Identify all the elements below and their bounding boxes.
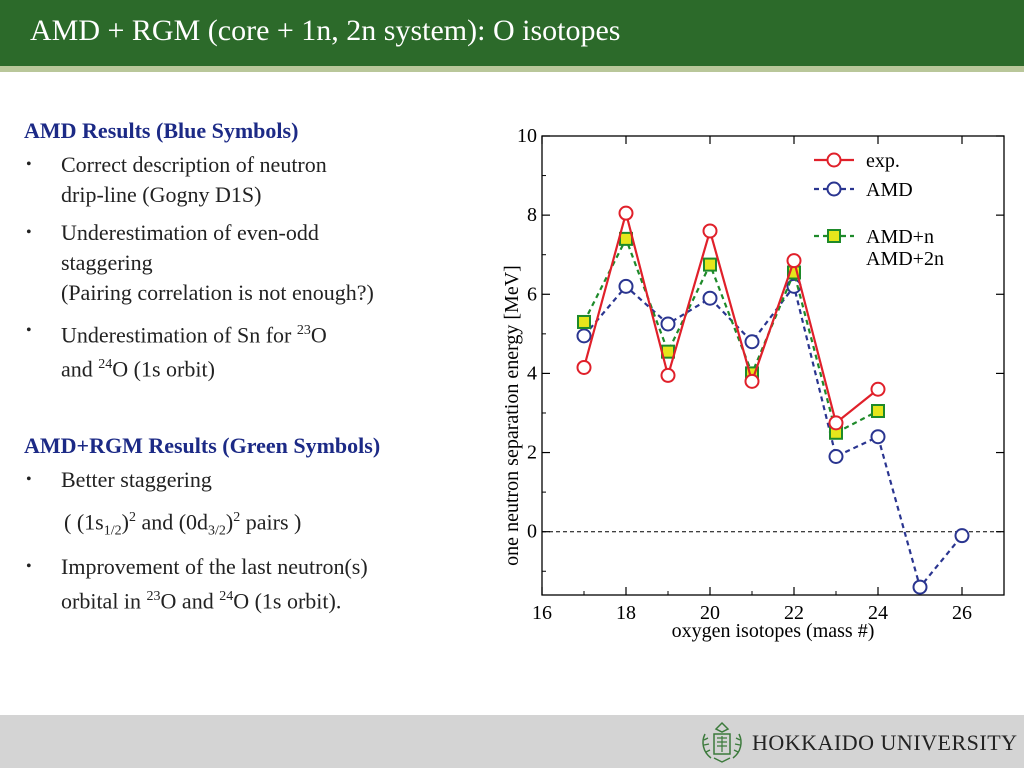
bullet-dot: • [26, 156, 32, 173]
legend-marker [826, 181, 842, 197]
x-tick-label: 16 [532, 602, 552, 624]
bullet-item: • Underestimation of Sn for 23O and 24O … [24, 316, 494, 385]
text-run: and (0d [135, 508, 209, 534]
bullet-text: orbital in 23O and 24O (1s orbit). [61, 582, 494, 616]
pairs-line: ( (1s1/2)2 and (0d3/2)2 pairs ) [24, 503, 494, 547]
x-tick-label: 22 [784, 602, 804, 624]
bullet-text: Improvement of the last neutron(s) [61, 554, 368, 580]
text-run: O (1s orbit) [112, 356, 215, 382]
legend-label: exp. [866, 150, 900, 172]
data-point [828, 415, 844, 431]
bullet-item: • Better staggering [24, 465, 494, 495]
superscript: 2 [128, 509, 136, 525]
subscript: 3/2 [208, 523, 226, 539]
y-tick-label: 2 [527, 442, 537, 464]
data-point [870, 381, 886, 397]
superscript: 24 [98, 357, 113, 373]
bullet-dot: • [26, 558, 32, 576]
subscript: 1/2 [103, 523, 122, 539]
data-point [702, 290, 718, 306]
y-tick-label: 4 [527, 362, 537, 384]
superscript: 23 [296, 323, 311, 338]
series-line [582, 208, 879, 425]
header-divider [0, 66, 1024, 72]
data-point [744, 334, 760, 350]
amd-results-heading: AMD Results (Blue Symbols) [24, 118, 299, 143]
x-tick-label: 20 [700, 602, 720, 624]
text-run: orbital in [61, 588, 147, 614]
text-run: O (1s orbit). [233, 588, 342, 614]
data-point [576, 328, 592, 344]
bullet-item: • Improvement of the last neutron(s) orb… [24, 552, 494, 616]
bullet-item: • Correct description of neutron drip-li… [24, 150, 494, 210]
bullet-dot: • [26, 470, 32, 488]
legend-label: AMD+n [866, 226, 934, 248]
data-point [828, 449, 844, 465]
legend-label: AMD+2n [866, 248, 944, 270]
data-point [912, 579, 928, 595]
data-point [871, 404, 885, 419]
data-point [618, 278, 634, 294]
series-line [583, 283, 963, 590]
text-run: Underestimation of Sn for [61, 322, 297, 348]
data-point [618, 205, 634, 221]
data-point [870, 429, 886, 445]
data-point [577, 314, 591, 329]
data-point [744, 373, 760, 389]
university-crest-icon [702, 721, 742, 763]
data-point [576, 359, 592, 375]
text-run: O and [160, 588, 220, 614]
y-tick-label: 10 [517, 125, 537, 147]
x-axis-label: oxygen isotopes (mass #) [672, 620, 875, 642]
y-axis-label: one neutron separation energy [MeV] [501, 265, 523, 566]
text-run: ) [225, 508, 234, 534]
legend-label: AMD [866, 179, 913, 201]
data-point [786, 253, 802, 269]
text-run: and [61, 356, 99, 382]
x-tick-label: 18 [616, 602, 636, 624]
header-bar: AMD + RGM (core + 1n, 2n system): O isot… [0, 0, 1024, 66]
bullet-text: drip-line (Gogny D1S) [61, 182, 262, 207]
superscript: 23 [146, 589, 161, 605]
text-run: pairs ) [240, 508, 302, 534]
x-tick-label: 24 [868, 602, 888, 624]
footer-bar [0, 715, 1024, 768]
data-point [660, 367, 676, 383]
slide-title: AMD + RGM (core + 1n, 2n system): O isot… [30, 14, 621, 47]
text-run: ( (1s [64, 508, 104, 534]
bullet-text: (Pairing correlation is not enough?) [61, 280, 374, 305]
bullet-item: • Underestimation of even-odd staggering… [24, 218, 494, 308]
data-point [660, 316, 676, 332]
superscript: 24 [219, 589, 234, 605]
data-point [703, 257, 717, 272]
y-tick-label: 6 [527, 283, 537, 305]
superscript: 2 [233, 509, 241, 525]
amd-rgm-results-heading: AMD+RGM Results (Green Symbols) [24, 432, 381, 458]
series-line [583, 236, 879, 435]
bullet-text: Underestimation of even-odd [61, 220, 319, 245]
data-point [619, 231, 633, 246]
text-run: ) [121, 508, 129, 534]
bullet-dot: • [26, 224, 32, 241]
text-column: AMD Results (Blue Symbols) • Correct des… [24, 116, 494, 625]
university-name: HOKKAIDO UNIVERSITY [752, 730, 1018, 755]
legend-marker [827, 229, 841, 243]
bullet-text: Better staggering [61, 466, 212, 492]
bullet-text: Correct description of neutron [61, 152, 327, 177]
y-tick-label: 0 [527, 521, 537, 543]
bullet-dot: • [26, 322, 32, 339]
x-tick-label: 26 [952, 602, 972, 624]
bullet-text: and 24O (1s orbit) [61, 350, 494, 384]
bullet-text: Underestimation of Sn for 23O [61, 316, 494, 350]
data-point [954, 528, 970, 544]
y-tick-label: 8 [527, 204, 537, 226]
text-run: O [310, 322, 327, 348]
data-point [702, 223, 718, 239]
plot-frame [541, 135, 1005, 596]
bullet-text: staggering [61, 250, 153, 275]
legend-marker [826, 152, 842, 168]
